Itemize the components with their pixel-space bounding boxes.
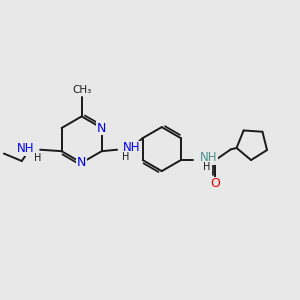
Text: H: H [34,153,41,163]
Text: O: O [210,177,220,190]
Text: H: H [203,162,211,172]
Text: NH: NH [200,151,217,164]
Text: N: N [97,122,106,134]
Text: CH₃: CH₃ [72,85,91,95]
Text: H: H [122,152,129,162]
Text: NH: NH [17,142,35,155]
Text: NH: NH [123,141,141,154]
Text: N: N [77,156,86,169]
